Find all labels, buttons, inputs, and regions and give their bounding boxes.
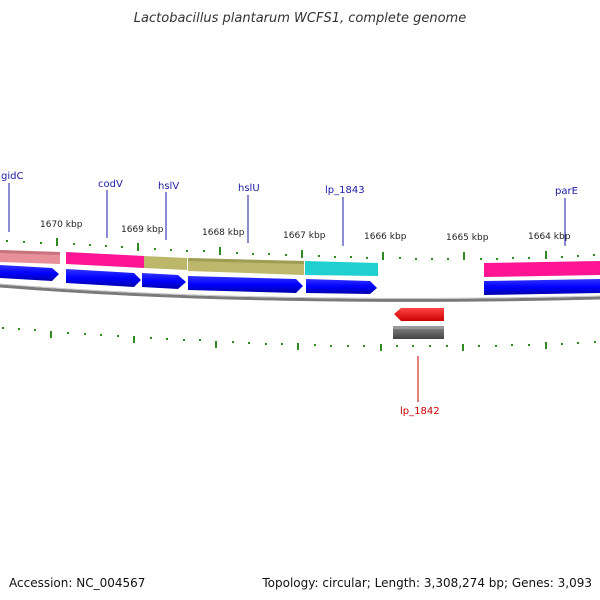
scale-labels: 1670 kbp 1669 kbp 1668 kbp 1667 kbp 1666… [40,220,571,243]
cds-arrow-hslU [188,276,303,293]
cds-arrow-lp_1843 [306,279,377,294]
genome-backbone [0,284,600,302]
gene-label-hslU: hslU [238,183,260,194]
cog-band-lp_1842 [393,326,444,339]
scale-label: 1670 kbp [40,220,83,230]
cog-band-codV [66,252,144,268]
cog-band-row [0,250,600,277]
scale-label: 1665 kbp [446,233,489,243]
gene-label-lp_1843: lp_1843 [325,185,365,196]
accession-text: Accession: NC_004567 [9,576,146,590]
cog-band-parE [484,261,600,277]
lower-tick-row [2,327,596,351]
cog-band-lp_1843 [305,261,378,276]
gene-label-lp_1842: lp_1842 [400,406,440,417]
gene-labels: gidC codV hslV hslU lp_1843 parE lp_1842 [1,171,578,417]
scale-label: 1669 kbp [121,225,164,235]
gene-label-hslV: hslV [158,181,179,192]
cog-band-hslV [144,256,187,270]
forward-cds-row [0,265,600,295]
reverse-cds-row [393,308,444,339]
cds-arrow-codV [66,269,141,287]
gene-label-gidC: gidC [1,171,23,182]
cds-arrow-gidC [0,265,59,281]
scale-label: 1668 kbp [202,228,245,238]
cds-arrow-parE [484,279,600,295]
scale-label: 1664 kbp [528,232,571,242]
cds-arrow-lp_1842 [394,308,444,321]
map-title: Lactobacillus plantarum WCFS1, complete … [134,11,466,26]
label-leaders [8,183,566,402]
scale-label: 1666 kbp [364,232,407,242]
gene-label-parE: parE [555,186,578,197]
upper-tick-row [6,238,595,260]
gene-label-codV: codV [98,179,123,190]
topology-text: Topology: circular; Length: 3,308,274 bp… [262,576,592,590]
scale-label: 1667 kbp [283,231,326,241]
cds-arrow-hslV [142,273,186,289]
